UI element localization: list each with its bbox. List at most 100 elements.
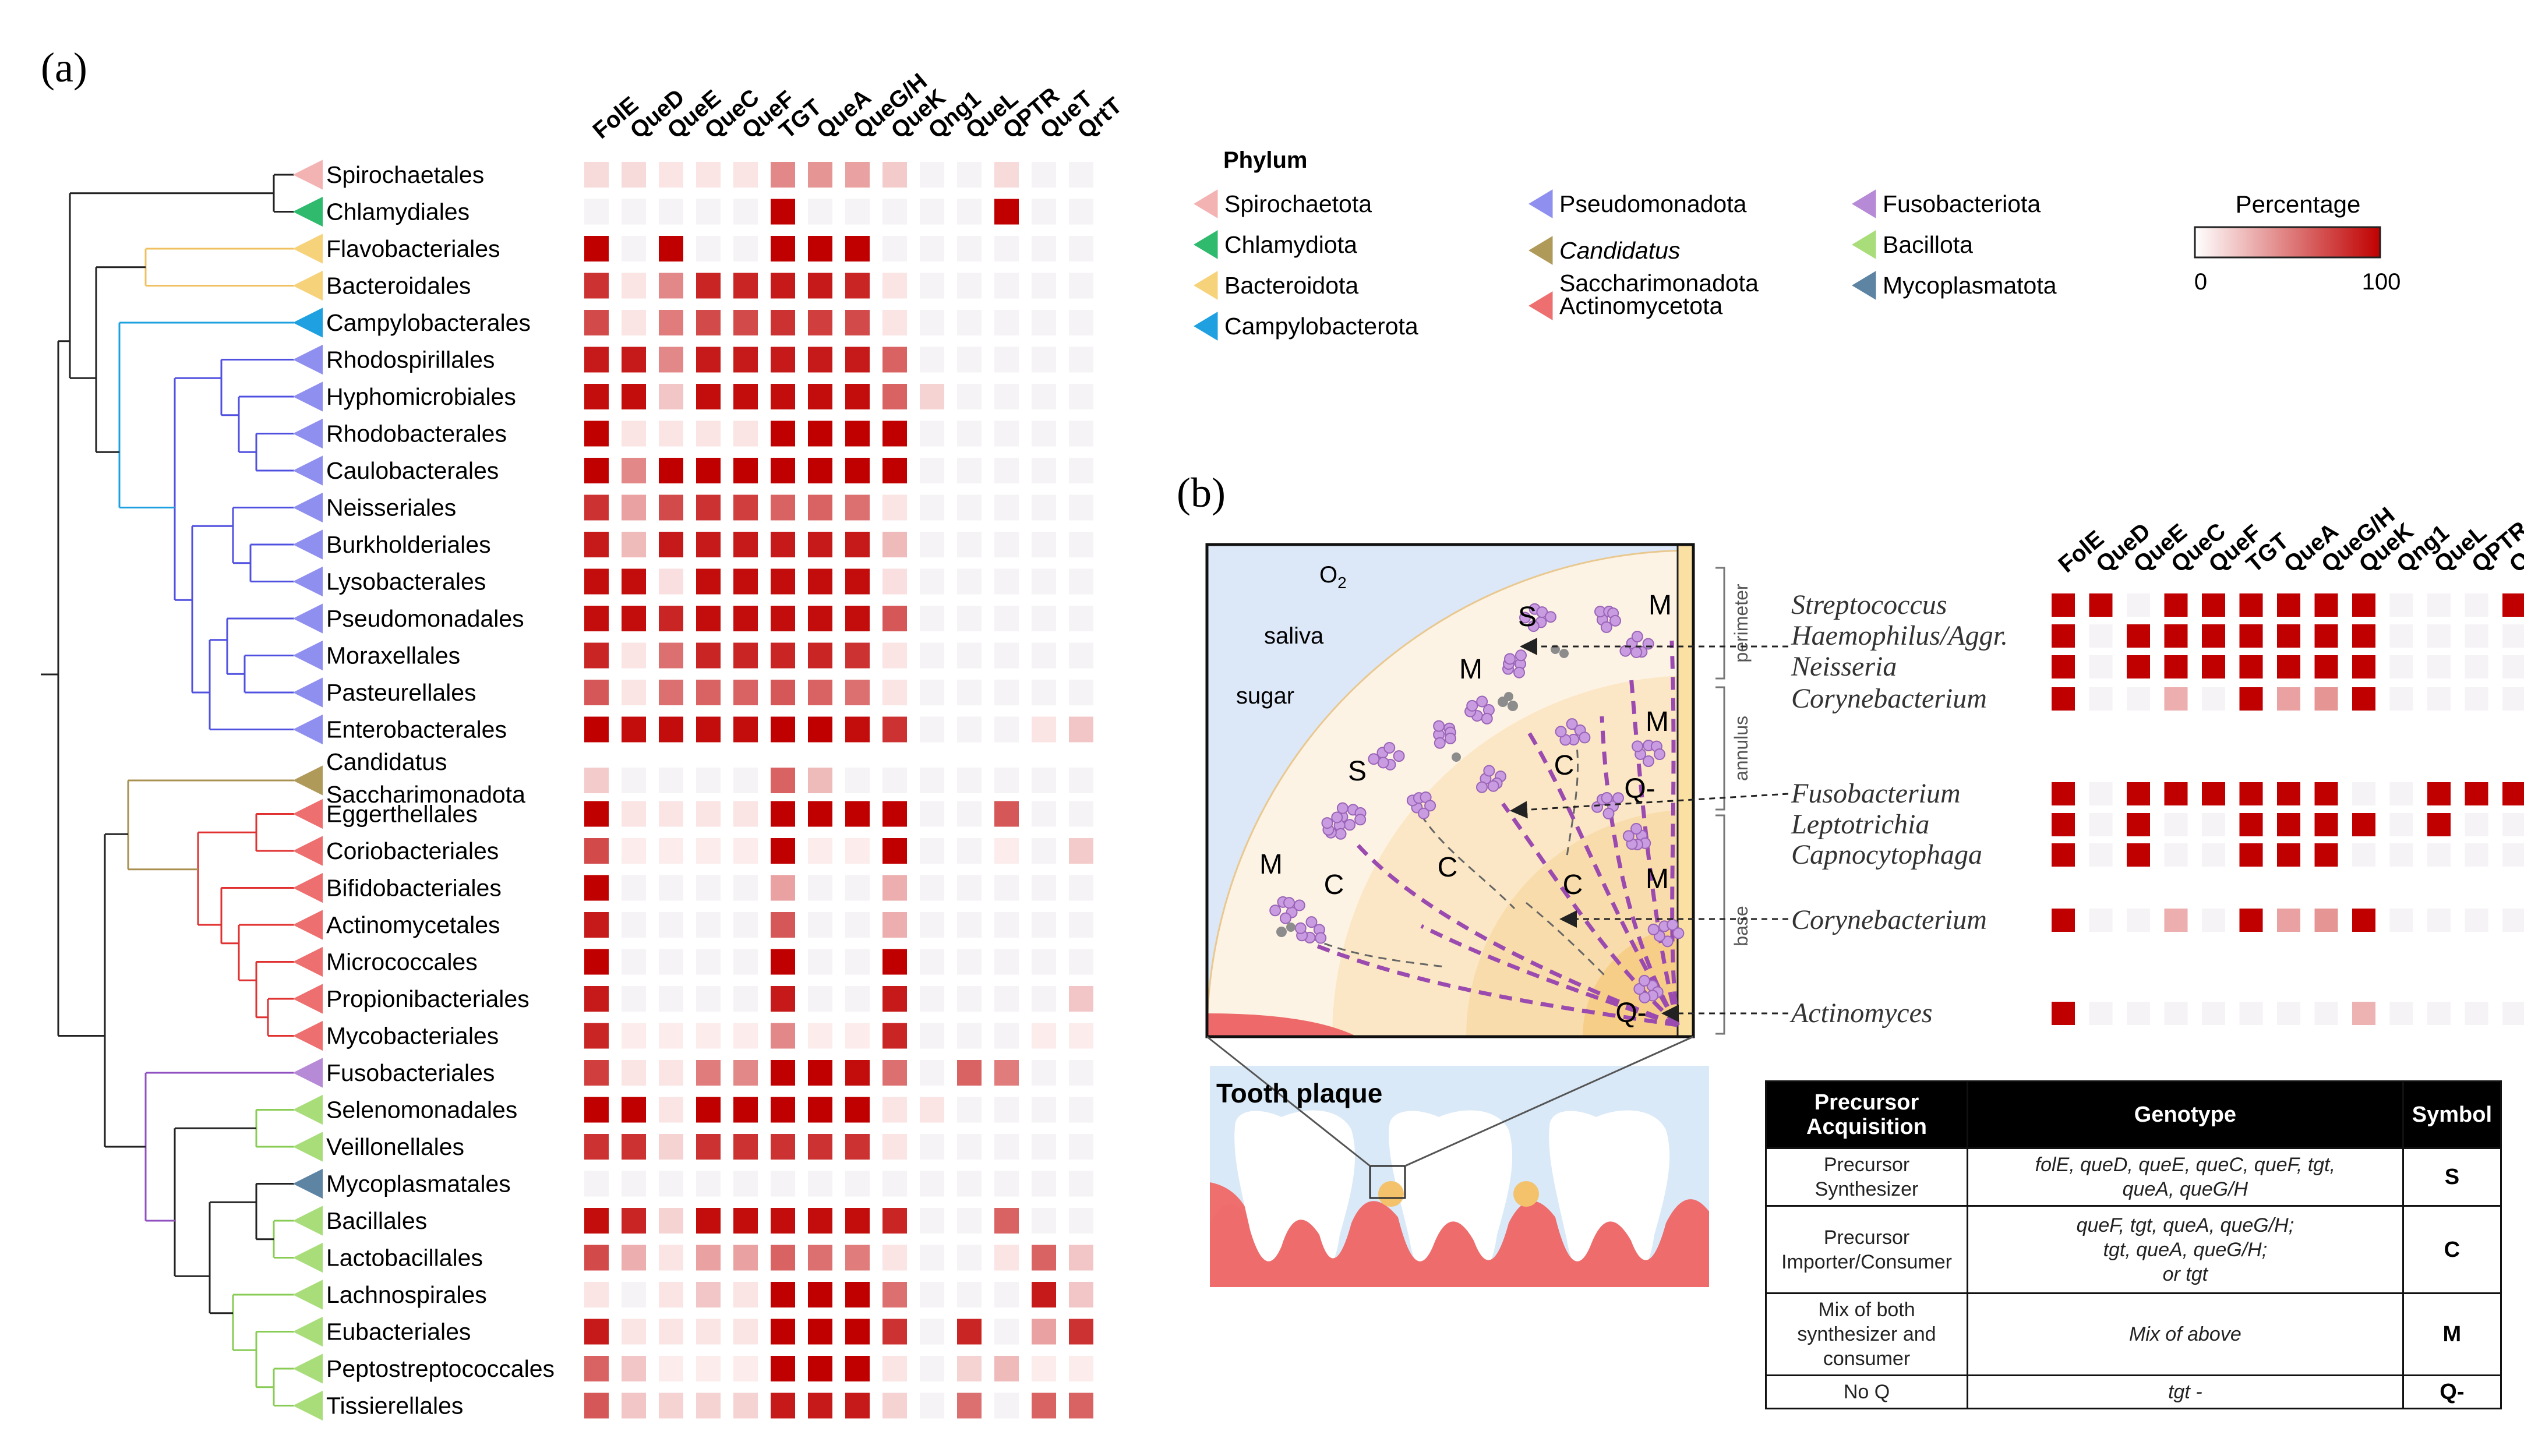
heat-cell <box>622 568 646 595</box>
heat-cell <box>584 680 609 705</box>
heat-cell <box>2052 655 2075 678</box>
heat-cell <box>696 236 721 261</box>
sugar-label: sugar <box>1236 683 1294 709</box>
heat-cell <box>771 768 795 793</box>
heat-cell <box>920 1171 944 1197</box>
heat-cell <box>2127 1002 2150 1025</box>
heat-cell <box>2164 782 2188 805</box>
heat-cell <box>882 680 907 705</box>
heat-cell <box>845 236 870 261</box>
heat-cell <box>2202 813 2225 836</box>
heat-cell <box>2465 813 2488 836</box>
heat-cell <box>1032 986 1056 1012</box>
acq-cell: Mix of both synthesizer and consumer <box>1765 1292 1968 1376</box>
heat-cell <box>2502 843 2524 867</box>
heat-cell <box>882 768 907 793</box>
clade-triangle <box>292 946 323 977</box>
taxon-label: Caulobacterales <box>326 457 499 484</box>
heat-cell <box>2352 687 2375 711</box>
heat-cell <box>696 199 721 225</box>
heat-cell <box>659 1282 683 1307</box>
taxon-label: Candidatus <box>326 748 447 775</box>
heat-cell <box>733 1393 758 1419</box>
heat-cell <box>2389 624 2413 648</box>
bacteria-filaments <box>1309 640 1680 1027</box>
heat-cell <box>733 642 758 669</box>
heat-cell <box>771 1282 795 1307</box>
taxon-label: Pseudomonadales <box>326 605 524 632</box>
heat-cell <box>584 912 609 938</box>
acq-cell: No Q <box>1765 1374 1968 1409</box>
heat-cell <box>2089 909 2113 932</box>
heat-cell <box>659 1208 683 1234</box>
header-symbol: Symbol <box>2402 1080 2502 1149</box>
heat-cell <box>584 986 609 1012</box>
table-row: Precursor Importer/Consumer queF, tgt, q… <box>1765 1205 2502 1294</box>
clade-triangle <box>292 270 323 301</box>
heat-cell <box>1032 568 1056 595</box>
heat-cell <box>2164 843 2188 867</box>
heat-cell <box>957 1134 982 1160</box>
heat-cell <box>733 1171 758 1197</box>
heat-cell <box>659 716 683 743</box>
legend-swatch <box>1194 271 1218 300</box>
heat-cell <box>584 384 609 409</box>
table-row: Mix of both synthesizer and consumer Mix… <box>1765 1292 2502 1376</box>
heat-cell <box>2164 813 2188 836</box>
heat-cell <box>1069 347 1093 373</box>
heat-cell <box>2352 782 2375 805</box>
heat-cell <box>882 1097 907 1123</box>
heat-cell <box>994 1393 1019 1419</box>
heat-cell <box>994 494 1019 521</box>
clade-triangle <box>292 1094 323 1125</box>
heat-cell <box>733 532 758 557</box>
heat-cell <box>994 716 1019 743</box>
heat-cell <box>2202 593 2225 617</box>
heat-cell <box>808 347 832 373</box>
heat-cell <box>994 606 1019 631</box>
heat-cell <box>733 236 758 261</box>
clade-triangle <box>292 381 323 412</box>
taxon-label: Chlamydiales <box>326 199 470 225</box>
legend-label: Spirochaetota <box>1224 190 1372 217</box>
heat-cell <box>920 458 944 483</box>
coccus <box>1444 732 1456 744</box>
heat-cell <box>584 1393 609 1419</box>
heat-cell <box>2052 687 2075 711</box>
heat-cell <box>733 310 758 335</box>
heat-cell <box>1032 912 1056 938</box>
heat-cell <box>1069 532 1093 557</box>
heat-cell <box>994 1208 1019 1234</box>
heat-cell <box>2314 782 2338 805</box>
heat-cell <box>2052 843 2075 867</box>
symbol-cell: Q- <box>2402 1374 2502 1409</box>
heat-cell <box>2427 813 2451 836</box>
clade-triangle <box>292 603 323 634</box>
heat-cell <box>2202 782 2225 805</box>
diagram-symbol: M <box>1459 654 1482 685</box>
heat-cell <box>2239 624 2263 648</box>
heat-cell <box>808 716 832 743</box>
heat-cell <box>584 768 609 793</box>
legend-swatch <box>1194 189 1218 218</box>
heat-cell <box>696 1245 721 1271</box>
heat-cell <box>808 1356 832 1381</box>
heat-cell <box>1069 680 1093 705</box>
heat-cell <box>584 642 609 669</box>
heat-cell <box>696 384 721 409</box>
heat-cell <box>696 1134 721 1160</box>
heat-cell <box>2089 1002 2113 1025</box>
heat-cell <box>882 568 907 595</box>
heat-cell <box>920 801 944 827</box>
heat-cell <box>2052 909 2075 932</box>
heat-cell <box>2389 1002 2413 1025</box>
heat-cell <box>994 1023 1019 1049</box>
heat-cell <box>994 680 1019 705</box>
clade-triangle <box>292 1058 323 1088</box>
heat-cell <box>1032 420 1056 447</box>
taxon-label: Flavobacteriales <box>326 235 500 262</box>
heat-cell <box>845 420 870 447</box>
heat-cell <box>584 606 609 631</box>
heat-cell <box>957 606 982 631</box>
coccus <box>1434 737 1446 749</box>
